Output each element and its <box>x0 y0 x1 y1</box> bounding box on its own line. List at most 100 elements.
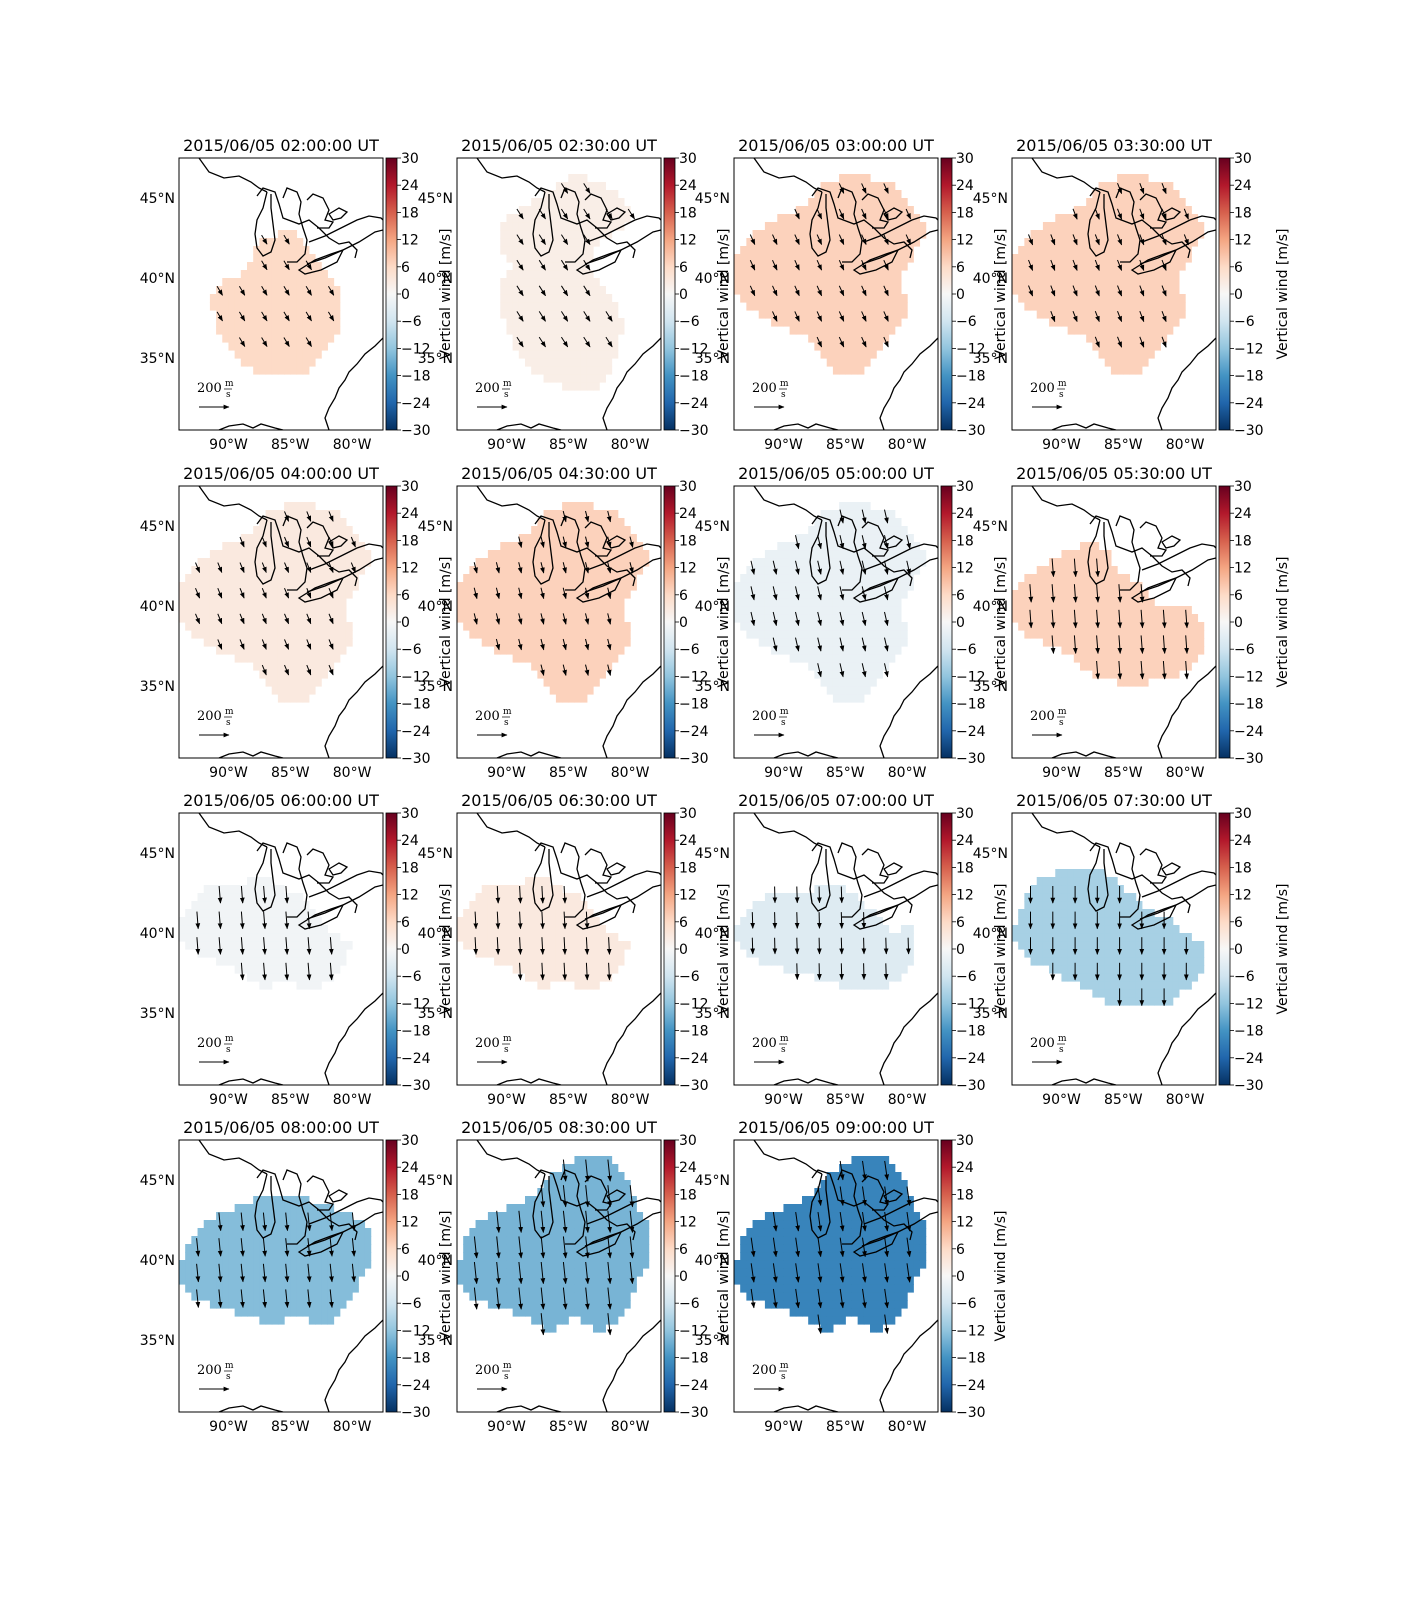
field-cell <box>296 614 304 623</box>
field-cell <box>820 614 828 623</box>
field-cell <box>321 286 328 295</box>
field-cell <box>543 526 551 535</box>
field-cell <box>580 318 588 327</box>
field-cell <box>352 534 359 543</box>
wind-arrow <box>861 637 867 652</box>
field-cell <box>277 342 285 351</box>
field-cell <box>296 366 304 375</box>
field-cell <box>814 278 822 287</box>
coastline <box>1115 515 1141 591</box>
field-cell <box>863 606 871 615</box>
field-cell <box>1123 310 1131 319</box>
field-cell <box>284 254 291 263</box>
field-cell <box>290 550 298 559</box>
field-cell <box>839 614 846 623</box>
field-cell <box>531 606 538 615</box>
field-cell <box>611 206 619 215</box>
colorbar-tick-label: −6 <box>401 969 422 985</box>
field-cell <box>574 662 582 671</box>
field-cell <box>1073 206 1081 215</box>
field-cell <box>506 550 514 559</box>
field-cell <box>1061 286 1069 295</box>
field-cell <box>543 534 551 543</box>
field-cell <box>265 270 273 279</box>
field-cell <box>216 582 223 591</box>
field-cell <box>599 941 606 950</box>
field-cell <box>333 941 341 950</box>
field-cell <box>203 566 211 575</box>
field-cell <box>240 630 248 639</box>
field-cell <box>1129 278 1137 287</box>
wind-arrow <box>238 337 246 348</box>
field-cell <box>802 949 809 958</box>
field-cell <box>308 925 316 934</box>
field-cell <box>1117 326 1124 335</box>
field-cell <box>315 286 322 295</box>
field-cell <box>1067 302 1075 311</box>
field-cell <box>302 310 310 319</box>
field-cell <box>321 574 328 583</box>
field-cell <box>832 630 840 639</box>
wind-arrow <box>261 286 268 296</box>
field-cell <box>562 502 569 511</box>
field-cell <box>820 590 828 599</box>
field-cell <box>345 526 353 535</box>
field-cell <box>746 606 754 615</box>
y-tick-label: 35°N <box>140 351 175 367</box>
wind-arrow <box>261 260 268 271</box>
field-cell <box>832 230 840 239</box>
field-cell <box>789 933 797 942</box>
field-cell <box>752 254 760 263</box>
field-cell <box>789 566 797 575</box>
wind-arrow <box>306 639 312 650</box>
field-cell <box>623 574 631 583</box>
field-cell <box>1166 326 1174 335</box>
field-cell <box>1042 582 1050 591</box>
field-cell <box>537 574 545 583</box>
field-cell <box>568 638 576 647</box>
field-cell <box>832 302 840 311</box>
field-cell <box>549 222 557 231</box>
field-cell <box>549 278 557 287</box>
field-cell <box>1123 342 1131 351</box>
field-cell <box>259 901 267 910</box>
field-cell <box>1172 190 1180 199</box>
field-cell <box>876 278 883 287</box>
field-cell <box>1092 190 1100 199</box>
field-cell <box>240 638 248 647</box>
field-cell <box>826 198 834 207</box>
field-cell <box>234 310 242 319</box>
field-cell <box>265 318 273 327</box>
field-cell <box>839 606 846 615</box>
field-cell <box>1049 254 1056 263</box>
field-cell <box>339 598 347 607</box>
reference-arrow-unit-num: m <box>503 707 512 717</box>
colorbar-tick-label: −30 <box>401 1078 431 1094</box>
field-cell <box>339 957 347 966</box>
wind-arrow <box>283 260 290 271</box>
field-cell <box>555 278 563 287</box>
field-cell <box>302 358 310 367</box>
field-cell <box>586 222 594 231</box>
field-cell <box>321 957 328 966</box>
field-cell <box>302 662 310 671</box>
field-cell <box>277 965 285 974</box>
colorbar-tick-label: 24 <box>401 833 419 849</box>
x-tick-label: 85°W <box>826 765 865 781</box>
field-cell <box>839 366 846 375</box>
field-cell <box>506 590 514 599</box>
field-cell <box>290 294 298 303</box>
colorbar-tick-label: −6 <box>956 642 977 658</box>
field-cell <box>562 582 569 591</box>
field-cell <box>882 302 890 311</box>
field-cell <box>888 510 896 519</box>
field-cell <box>1110 366 1118 375</box>
field-cell <box>1117 590 1124 599</box>
field-cell <box>537 606 545 615</box>
coastline <box>306 229 383 265</box>
field-cell <box>271 510 279 519</box>
field-cell <box>1135 638 1143 647</box>
field-cell <box>1172 238 1180 247</box>
field-cell <box>185 582 192 591</box>
